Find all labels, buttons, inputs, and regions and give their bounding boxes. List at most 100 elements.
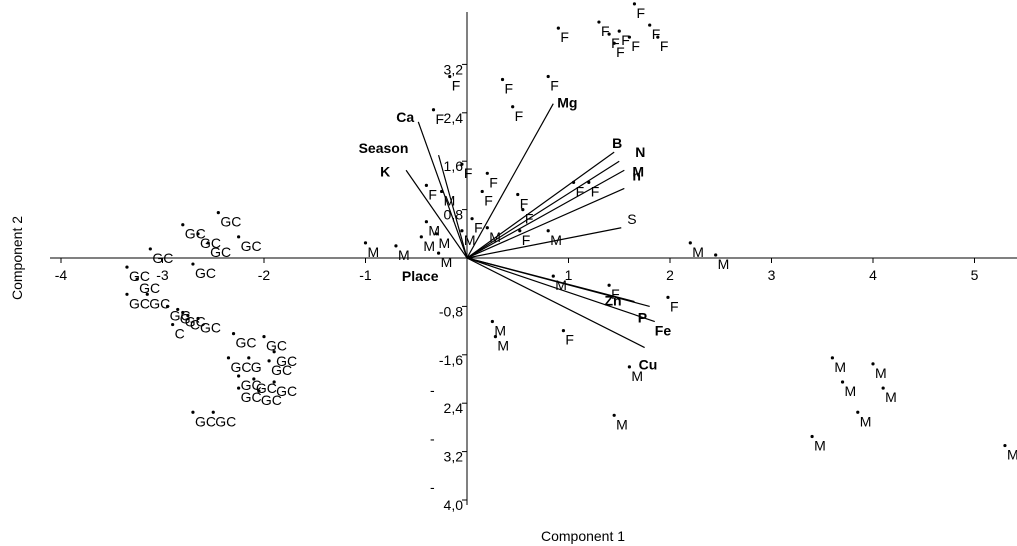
point-marker-f	[480, 189, 484, 194]
point-label-gc: GC	[200, 235, 221, 251]
point-label-m: M	[428, 223, 440, 239]
point-marker-f	[424, 183, 428, 187]
point-label-f: F	[484, 192, 493, 208]
loading-label-place: Place	[402, 268, 439, 284]
point-marker-f	[516, 192, 520, 197]
point-marker-m	[440, 189, 444, 194]
loading-label-mg: Mg	[557, 95, 577, 111]
point-marker-c	[186, 313, 190, 318]
point-label-f: F	[550, 78, 559, 94]
point-label-m: M	[631, 368, 643, 384]
point-marker-m	[546, 229, 550, 233]
point-marker-gc	[148, 247, 152, 251]
loading-line-b	[466, 151, 615, 259]
point-marker-gc	[226, 356, 231, 360]
point-label-f: F	[505, 81, 514, 97]
point-label-gc: GC	[185, 313, 206, 329]
x-tick-label: 2	[666, 267, 674, 283]
point-label-f: F	[611, 286, 620, 302]
point-label-gc: GC	[276, 383, 297, 399]
point-label-f: F	[576, 183, 585, 199]
point-marker-f	[571, 180, 576, 184]
y-tick-label-line: 3,2	[444, 61, 464, 77]
point-marker-gc	[267, 359, 271, 363]
point-label-gc: GC	[129, 295, 150, 311]
axes	[50, 12, 1017, 505]
point-label-m: M	[423, 238, 435, 254]
point-marker-m	[551, 274, 555, 278]
loading-line-ca	[417, 121, 468, 259]
point-label-f: F	[670, 298, 679, 314]
point-marker-gc	[125, 265, 129, 269]
loading-line-p	[466, 257, 650, 307]
point-marker-gc	[145, 292, 149, 296]
point-label-c: C	[175, 326, 185, 342]
point-marker-m	[394, 244, 398, 248]
point-label-gc: GC	[195, 265, 216, 281]
point-label-m: M	[692, 244, 704, 260]
point-marker-f	[511, 105, 515, 109]
point-marker-m	[856, 410, 860, 414]
x-tick-label: 3	[768, 267, 776, 283]
point-label-gc: GC	[266, 338, 287, 354]
point-label-gc: GC	[220, 214, 241, 230]
point-marker-f	[448, 74, 452, 79]
loading-line-fe	[466, 257, 655, 323]
loading-label-fe: Fe	[655, 323, 672, 339]
point-marker-f	[500, 77, 505, 82]
point-label-c: C	[190, 316, 200, 332]
point-label-m: M	[875, 365, 887, 381]
point-marker-m	[434, 232, 439, 236]
point-label-f: F	[631, 38, 640, 54]
x-tick-label: -4	[55, 267, 68, 283]
point-marker-f	[521, 208, 525, 212]
point-label-f: F	[616, 44, 625, 60]
point-label-m: M	[834, 359, 846, 375]
point-label-m: M	[718, 256, 730, 272]
point-label-gc: GC	[129, 268, 150, 284]
point-marker-f	[561, 329, 566, 333]
point-marker-f	[431, 108, 436, 112]
point-label-gc: GC	[215, 413, 236, 429]
point-label-g: G	[251, 359, 262, 375]
loading-line-s	[466, 227, 622, 259]
point-label-m: M	[845, 383, 857, 399]
point-label-gc: GC	[256, 380, 277, 396]
point-marker-gc	[216, 211, 220, 215]
point-label-f: F	[452, 78, 461, 94]
loading-label-ca: Ca	[396, 109, 414, 125]
point-marker-m	[424, 220, 428, 224]
point-label-gc: GC	[152, 250, 173, 266]
y-tick-label: -4,0	[430, 479, 463, 513]
point-marker-gc	[252, 377, 256, 381]
y-tick-label: 1,6	[444, 158, 464, 174]
point-label-m: M	[489, 229, 501, 245]
point-marker-f	[632, 2, 637, 6]
point-label-gc: GC	[241, 389, 262, 405]
point-marker-f	[648, 23, 652, 27]
point-marker-c	[171, 322, 175, 327]
point-label-gc: GC	[271, 362, 292, 378]
point-marker-gc	[191, 262, 195, 266]
point-label-f: F	[560, 29, 569, 45]
y-tick-label-line: -1,6	[439, 352, 463, 368]
y-tick-label: -1,6	[439, 352, 463, 368]
point-marker-gc	[135, 277, 139, 281]
loading-line-k	[405, 169, 468, 259]
point-marker-m	[871, 362, 875, 366]
point-marker-m	[419, 235, 423, 239]
point-marker-f	[460, 162, 464, 166]
point-label-f: F	[565, 332, 574, 348]
y-tick-label-line: 1,6	[444, 158, 464, 174]
point-label-f: F	[464, 165, 473, 181]
point-marker-m	[840, 380, 845, 384]
point-label-m: M	[368, 244, 380, 260]
point-label-gc: GC	[149, 295, 170, 311]
point-marker-gc	[196, 232, 200, 236]
point-marker-m	[830, 356, 835, 360]
point-label-gc: GC	[200, 320, 221, 336]
y-tick-label-line: -0,8	[439, 303, 463, 319]
score-points: FFFFFFFFFFFFFFFFFFFFFFFFFFFFMMMMMMMMMMMM…	[125, 0, 1017, 463]
point-label-f: F	[660, 38, 669, 54]
